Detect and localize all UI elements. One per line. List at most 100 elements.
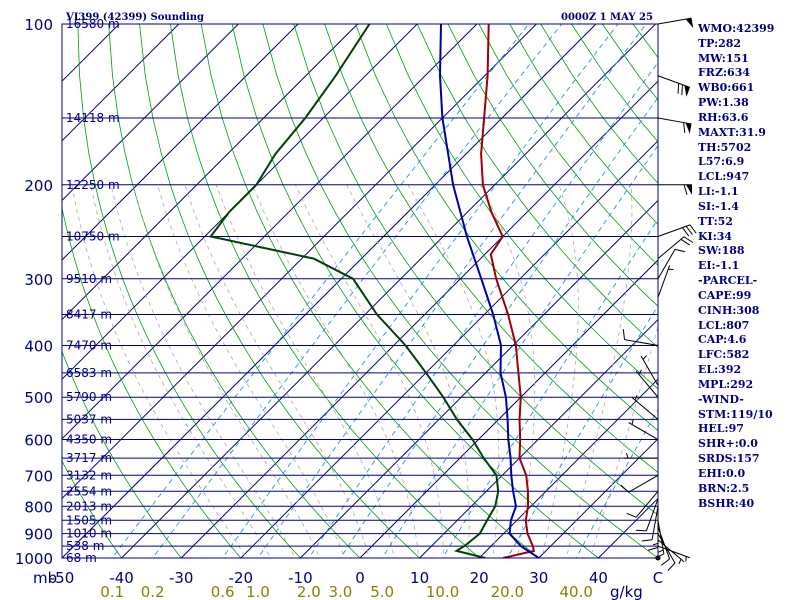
moist-adiabat (589, 324, 658, 558)
height-label: 6583 m (66, 366, 112, 380)
barb-flag (635, 529, 647, 532)
index-item: SHR+:0.0 (698, 437, 758, 451)
barb-half-flag (634, 395, 638, 401)
moist-adiabat (346, 184, 470, 558)
index-item: CAPE:99 (698, 288, 752, 302)
height-label: 12250 m (66, 178, 120, 192)
height-label: 538 m (66, 539, 104, 553)
height-label: 5790 m (66, 390, 112, 404)
mb-unit-label: mb (33, 569, 57, 587)
barb-staff (628, 422, 659, 440)
barb-half-flag (626, 452, 629, 459)
height-label: 16580 m (66, 17, 120, 31)
barb-staff (640, 355, 659, 386)
dry-adiabat (231, 24, 600, 558)
barb-staff (657, 249, 676, 280)
pressure-tick-label: 1000 (15, 550, 53, 568)
stability-indices: WMO:42399 TP:282 MW:151 FRZ:634 WB0:661 PW:1.… (698, 22, 774, 511)
isotherm (62, 24, 180, 142)
index-item: EI:-1.1 (698, 259, 740, 273)
moist-adiabat (480, 184, 536, 558)
pressure-tick-label: 400 (24, 338, 53, 356)
moist-adiabat (541, 184, 579, 558)
mixing-ratio-line (442, 218, 658, 558)
index-item: KI:34 (698, 229, 733, 243)
barb-staff (657, 236, 685, 259)
dry-adiabat (139, 24, 421, 558)
index-item: L57:6.9 (698, 155, 745, 169)
barb-staff (657, 117, 692, 125)
barb-flag (681, 84, 683, 96)
mixing-ratio-tick-label: 3.0 (328, 583, 352, 600)
isotherm (478, 378, 658, 558)
mixing-ratio-line (257, 24, 647, 558)
dry-adiabat (262, 24, 658, 558)
barb-flag (660, 558, 670, 566)
dry-adiabat (385, 24, 658, 390)
index-item: LCL:807 (698, 318, 750, 332)
barb-flag (683, 236, 694, 243)
pressure-tick-label: 500 (24, 389, 53, 407)
barb-half-flag (678, 559, 682, 565)
barb-staff (657, 224, 691, 237)
mixing-ratio-line (111, 24, 530, 558)
temperature-tick-label: -10 (288, 569, 313, 587)
calm-marker (655, 555, 661, 561)
height-label: 3717 m (66, 451, 112, 465)
temperature-tick-label: C (653, 569, 663, 587)
barb-staff (631, 397, 659, 420)
barb-staff (657, 520, 665, 554)
barb-flag (654, 553, 665, 559)
wind-barb (657, 236, 694, 259)
temperature-tick-label: -30 (169, 569, 194, 587)
wind-barb (620, 474, 659, 493)
height-label: 10750 m (66, 229, 120, 243)
isotherm (62, 24, 418, 380)
barb-staff (657, 533, 676, 564)
dry-adiabat (62, 557, 63, 558)
barb-half-flag (642, 355, 647, 360)
pressure-tick-label: 600 (24, 432, 53, 450)
height-label: 9510 m (66, 272, 112, 286)
pressure-tick-label: 100 (24, 16, 53, 34)
chart-grid (62, 24, 658, 558)
index-item: SW:188 (698, 244, 745, 258)
moist-adiabat (71, 184, 247, 558)
gkg-unit-label: g/kg (610, 583, 643, 600)
wind-barb (631, 395, 659, 420)
index-item: BRN:2.5 (698, 481, 750, 495)
height-label: 4350 m (66, 433, 112, 447)
index-item: HEL:97 (698, 422, 744, 436)
barb-flag (647, 546, 659, 551)
temperature-line (480, 24, 536, 558)
barb-half-flag (658, 549, 664, 553)
index-item: TP:282 (698, 36, 742, 50)
temperature-tick-label: -50 (50, 569, 75, 587)
barb-flag (685, 225, 693, 235)
isotherm (240, 140, 658, 558)
isotherm (62, 24, 239, 202)
barb-flag (626, 512, 637, 518)
index-item: PW:1.38 (698, 96, 749, 110)
barb-flag (622, 329, 626, 340)
barb-pennant (684, 85, 690, 97)
height-label: 2554 m (66, 484, 112, 498)
wind-barb (635, 369, 659, 398)
wind-barb (657, 75, 691, 97)
index-item: STM:119/10 (698, 407, 773, 421)
height-label: 1505 m (66, 513, 112, 527)
wind-barb (657, 224, 697, 237)
barb-pennant (685, 18, 694, 28)
index-item: TT:52 (698, 214, 733, 228)
index-item: WMO:42399 (698, 22, 775, 35)
wind-barb (657, 265, 674, 298)
isotherm (62, 24, 537, 500)
index-item: BSHR:40 (698, 496, 755, 510)
wind-barb (628, 419, 659, 440)
mixing-ratio-tick-label: 10.0 (426, 583, 459, 600)
dry-adiabat (355, 24, 658, 432)
index-item: CAP:4.6 (698, 333, 747, 347)
mixing-ratio-tick-label: 2.0 (297, 583, 321, 600)
isotherm (419, 318, 658, 558)
